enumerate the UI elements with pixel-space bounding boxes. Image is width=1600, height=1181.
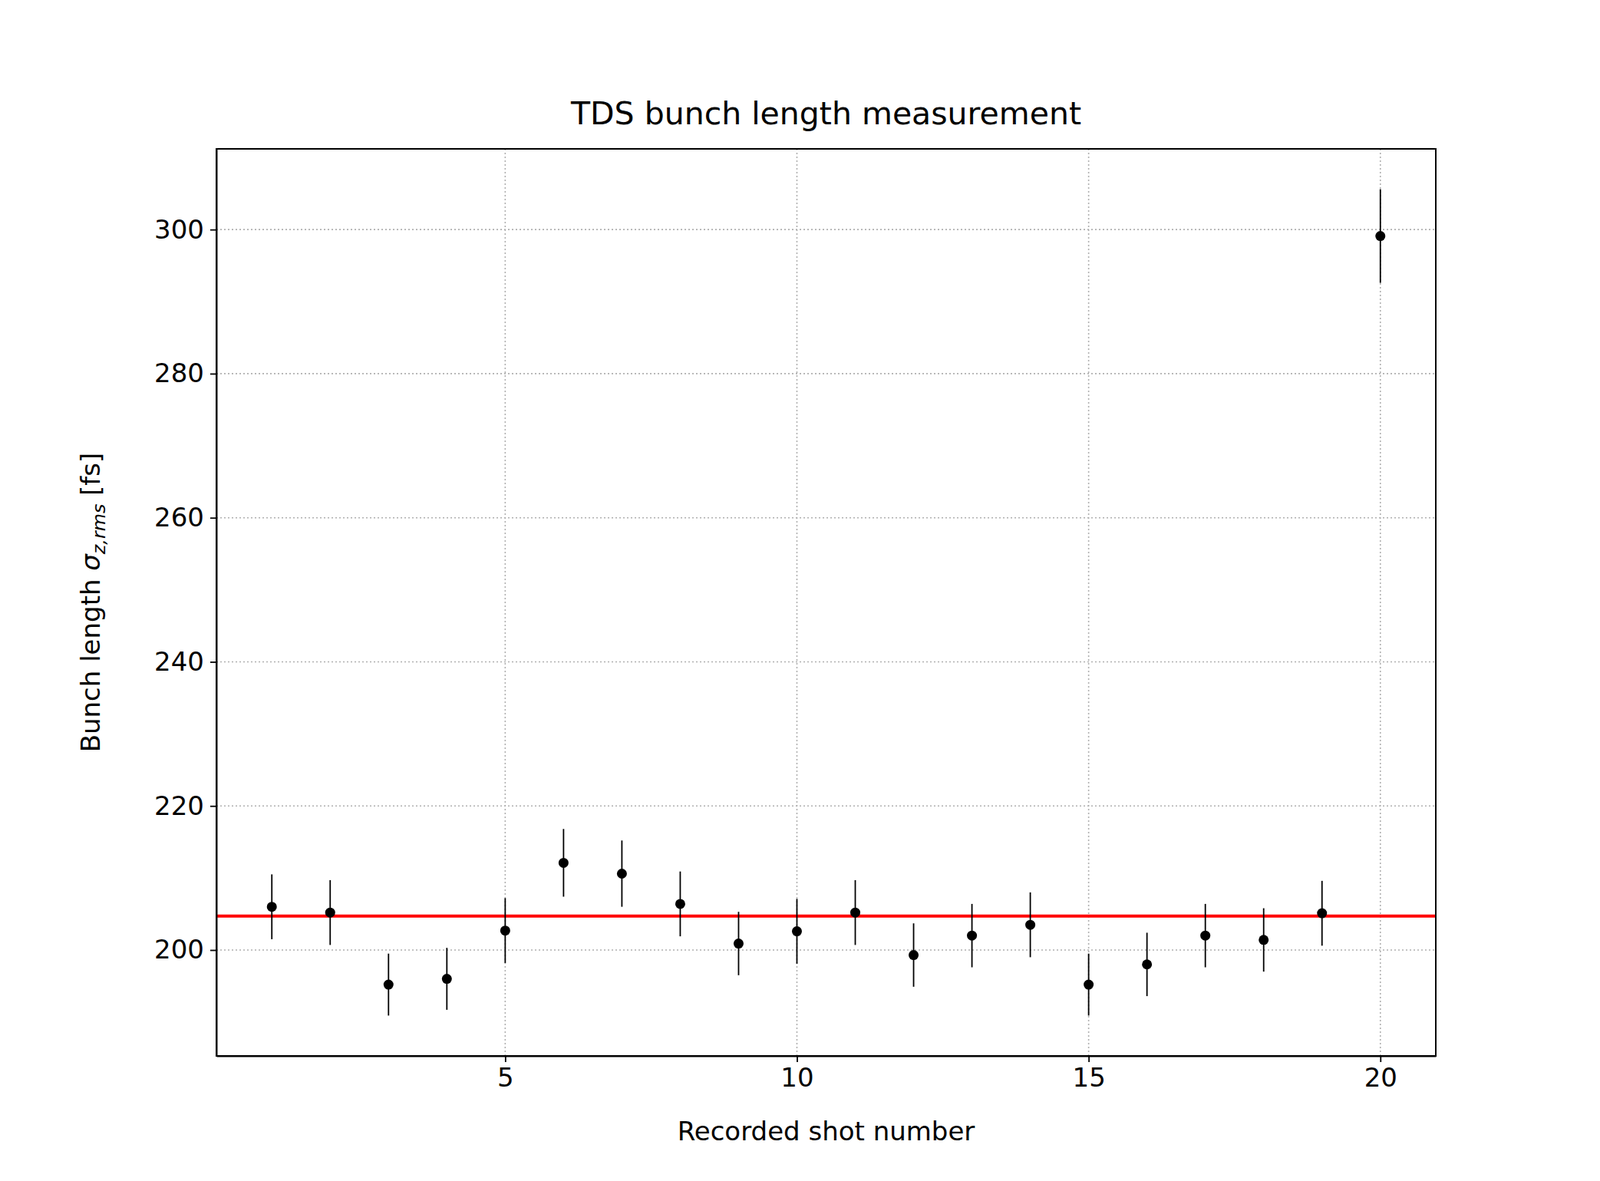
x-tick-mark — [1379, 1055, 1382, 1063]
y-axis: 200 220 240 260 280 300 — [154, 149, 217, 1057]
y-grid-line — [216, 517, 1436, 519]
x-tick-label: 10 — [780, 1062, 814, 1093]
y-axis-title-unit: [fs] — [75, 452, 106, 505]
point — [325, 907, 336, 918]
y-tick-mark — [210, 517, 217, 519]
y-axis-title-subscript: z,rms — [88, 504, 110, 555]
y-tick-label: 260 — [154, 501, 205, 533]
point — [267, 901, 278, 912]
y-axis-title-text: Bunch length — [75, 570, 106, 753]
point — [558, 857, 569, 868]
x-tick: 20 — [1364, 1055, 1398, 1093]
point — [500, 925, 511, 936]
point — [1316, 908, 1327, 919]
x-tick-mark — [796, 1055, 799, 1063]
point — [1200, 930, 1211, 941]
x-grid-line — [504, 148, 507, 1056]
point — [1375, 230, 1386, 241]
y-tick: 200 — [154, 933, 217, 965]
x-tick: 10 — [780, 1055, 814, 1093]
point — [1258, 934, 1269, 945]
y-tick-label: 200 — [154, 933, 205, 965]
x-tick-label: 20 — [1364, 1062, 1398, 1093]
y-axis-title: Bunch length σz,rms [fs] — [75, 452, 110, 753]
x-tick-mark — [1088, 1055, 1090, 1063]
y-grid-line — [216, 949, 1436, 951]
x-tick-label: 5 — [497, 1062, 515, 1093]
plot: 5 10 15 20 200 220 240 260 280 300 — [154, 148, 1436, 1093]
y-axis-title-symbol: σ — [75, 553, 106, 571]
point — [675, 898, 686, 909]
point — [850, 907, 861, 918]
point — [616, 868, 627, 879]
point — [733, 938, 744, 949]
x-tick-mark — [504, 1055, 507, 1063]
x-axis-title: Recorded shot number — [677, 1115, 976, 1147]
x-grid-line — [1088, 148, 1090, 1056]
y-tick-mark — [210, 950, 217, 952]
y-tick-label: 240 — [154, 646, 205, 677]
y-grid-line — [216, 804, 1436, 807]
point — [1141, 959, 1152, 970]
x-tick: 15 — [1072, 1055, 1106, 1093]
point — [791, 926, 802, 937]
point — [966, 930, 977, 941]
y-tick-mark — [210, 229, 217, 231]
y-tick: 260 — [154, 501, 217, 533]
x-tick: 5 — [497, 1055, 515, 1093]
grid — [216, 148, 1436, 1056]
y-tick-label: 280 — [154, 357, 205, 389]
y-grid-line — [216, 228, 1436, 231]
y-grid-line — [216, 372, 1436, 375]
y-tick: 300 — [154, 214, 217, 245]
y-tick-mark — [210, 373, 217, 376]
x-axis: 5 10 15 20 — [217, 1055, 1437, 1093]
x-grid-line — [1379, 148, 1382, 1056]
frame — [216, 148, 1436, 1056]
mean-line — [216, 914, 1436, 918]
title: TDS bunch length measurement — [570, 95, 1082, 132]
y-tick-label: 300 — [154, 214, 205, 245]
point — [1025, 920, 1036, 931]
point — [442, 973, 452, 984]
y-tick: 240 — [154, 646, 217, 677]
point — [383, 979, 394, 990]
x-grid-line — [796, 148, 799, 1056]
x-tick-label: 15 — [1072, 1062, 1106, 1093]
y-tick: 220 — [154, 790, 217, 822]
chart: 5 10 15 20 200 220 240 260 280 300 TDS bunch lengt… — [0, 0, 1600, 1181]
y-grid-line — [216, 661, 1436, 664]
y-tick-mark — [210, 661, 217, 664]
y-tick: 280 — [154, 357, 217, 389]
point — [908, 950, 919, 960]
data — [216, 189, 1436, 1017]
y-tick-mark — [210, 805, 217, 808]
point — [1083, 979, 1094, 990]
y-tick-label: 220 — [154, 790, 205, 822]
